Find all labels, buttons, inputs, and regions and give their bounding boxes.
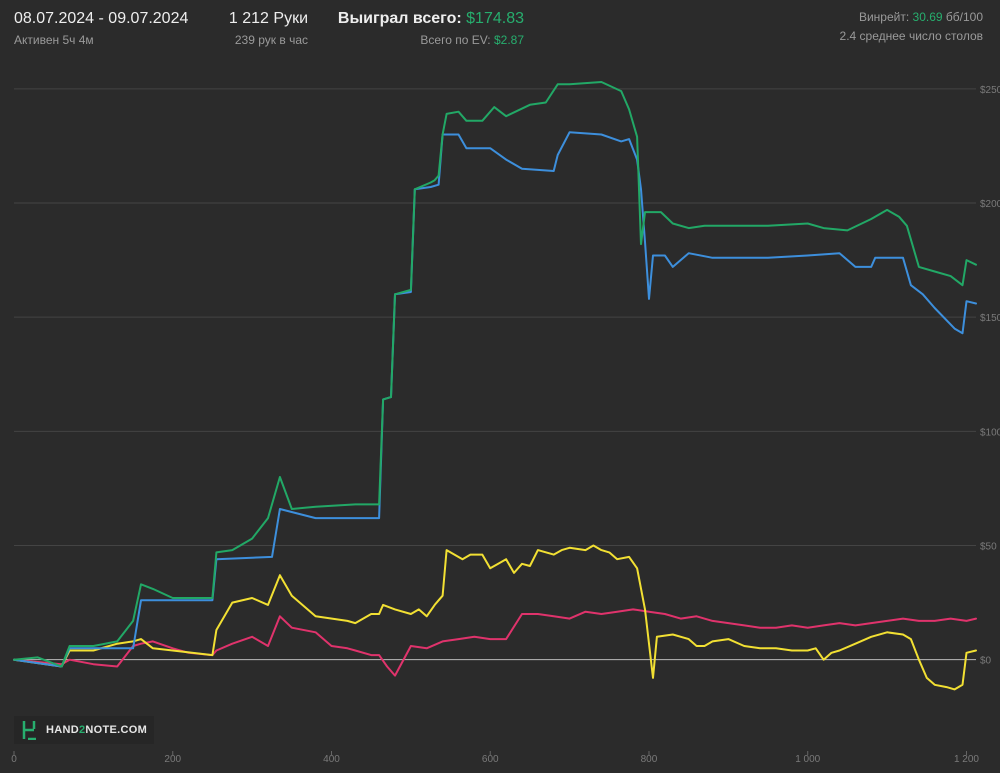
y-tick-label: $250: [980, 85, 1000, 96]
graph-chart: $0 $50 $100 $150 $200 $250 0 200 400 600 800 1 000 1…: [11, 66, 1000, 765]
x-tick-label: 600: [482, 754, 499, 765]
y-tick-label: $200: [980, 199, 1000, 210]
hands-block: 1 212 Руки 239 рук в час: [229, 10, 308, 47]
series-line-2: [13, 544, 977, 691]
active-time: Активен 5ч 4м: [14, 33, 94, 47]
x-tick-label: 0: [11, 754, 17, 765]
won-value: $174.83: [466, 10, 524, 27]
ev-label: Всего по EV:: [420, 33, 491, 47]
x-tick-label: 800: [641, 754, 658, 765]
won-block: Выиграл всего: $174.83 Всего по EV: $2.8…: [338, 10, 524, 47]
x-tick-label: 400: [323, 754, 340, 765]
series-line-1: [13, 131, 977, 668]
header: 08.07.2024 - 09.07.2024 Активен 5ч 4м 1 …: [0, 0, 1000, 60]
logo-text: HAND2NOTE.COM: [46, 724, 148, 736]
winrate-unit: бб/100: [945, 10, 983, 24]
hands-count: 1 212 Руки: [228, 10, 308, 27]
series-lines: [13, 81, 977, 691]
date-range: 08.07.2024 - 09.07.2024: [14, 10, 189, 27]
won-label: Выиграл всего:: [337, 10, 462, 27]
hand2note-logo: HAND2NOTE.COM: [14, 716, 154, 744]
ev-value: $2.87: [493, 33, 524, 47]
series-line-0: [13, 81, 977, 668]
grid-lines: [13, 88, 976, 755]
logo-icon: [22, 721, 36, 740]
hands-per-hour: 239 рук в час: [234, 33, 308, 47]
winrate-block: Винрейт: 30.69 бб/100 2.4 среднее число …: [840, 10, 983, 43]
winrate-label: Винрейт:: [858, 10, 910, 24]
x-tick-label: 1 000: [795, 754, 820, 765]
x-tick-label: 1 200: [954, 754, 979, 765]
axis-labels: $0 $50 $100 $150 $200 $250 0 200 400 600 800 1 000 1…: [11, 85, 1000, 765]
y-tick-label: $150: [980, 313, 1000, 324]
y-tick-label: $50: [980, 542, 997, 553]
y-tick-label: $0: [980, 656, 992, 667]
date-block: 08.07.2024 - 09.07.2024 Активен 5ч 4м: [14, 10, 188, 47]
plot-area: [14, 66, 976, 751]
y-tick-label: $100: [980, 427, 1000, 438]
winrate-value: 30.69: [912, 10, 943, 24]
x-tick-label: 200: [164, 754, 181, 765]
avg-tables: 2.4 среднее число столов: [839, 29, 983, 43]
